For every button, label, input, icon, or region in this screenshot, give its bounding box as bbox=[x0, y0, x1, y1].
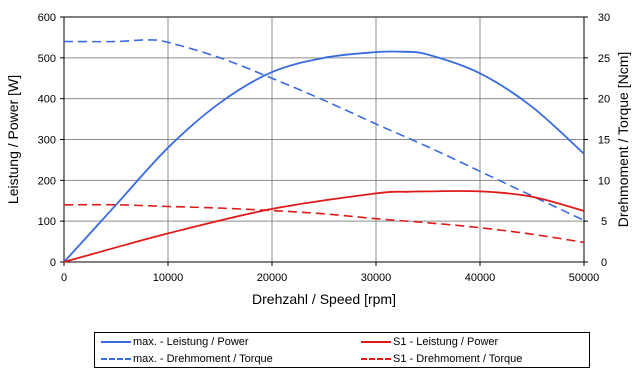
y-tick-label: 200 bbox=[38, 175, 56, 187]
x-tick-label: 40000 bbox=[465, 272, 496, 284]
y2-tick-label: 25 bbox=[598, 53, 610, 65]
y2-tick-label: 30 bbox=[598, 12, 610, 24]
y2-tick-label: 0 bbox=[601, 257, 607, 269]
y2-axis-label: Drehmoment / Torque [Ncm] bbox=[615, 52, 631, 228]
y2-tick-label: 20 bbox=[598, 94, 610, 106]
x-tick-label: 10000 bbox=[153, 272, 184, 284]
x-tick-label: 20000 bbox=[257, 272, 288, 284]
y2-tick-label: 10 bbox=[598, 175, 610, 187]
legend-label: max. - Drehmoment / Torque bbox=[133, 353, 273, 365]
x-tick-label: 50000 bbox=[569, 272, 600, 284]
x-tick-label: 30000 bbox=[361, 272, 392, 284]
chart: 0 10000 20000 30000 40000 5000001002003004005… bbox=[5, 12, 631, 307]
y-tick-label: 500 bbox=[38, 53, 56, 65]
legend-swatch bbox=[361, 358, 391, 360]
series-line-2 bbox=[63, 39, 585, 222]
x-axis-label: Drehzahl / Speed [rpm] bbox=[252, 291, 396, 307]
series-line-3 bbox=[63, 190, 585, 263]
legend-label: max. - Leistung / Power bbox=[133, 336, 249, 348]
legend-label: S1 - Drehmoment / Torque bbox=[393, 353, 523, 365]
x-tick-label: 0 bbox=[61, 272, 67, 284]
legend: max. - Leistung / Power max. - Drehmomen… bbox=[94, 332, 590, 368]
y-tick-label: 100 bbox=[38, 216, 56, 228]
legend-item: S1 - Leistung / Power bbox=[361, 334, 498, 350]
legend-item: max. - Drehmoment / Torque bbox=[101, 351, 273, 367]
y-tick-label: 300 bbox=[38, 135, 56, 147]
series-line-4 bbox=[63, 203, 585, 244]
legend-item: max. - Leistung / Power bbox=[101, 334, 249, 350]
y-tick-label: 600 bbox=[38, 12, 56, 24]
y2-tick-label: 5 bbox=[601, 216, 607, 228]
legend-item: S1 - Drehmoment / Torque bbox=[361, 351, 522, 367]
series-line-1 bbox=[63, 50, 585, 263]
legend-swatch bbox=[101, 341, 131, 343]
legend-label: S1 - Leistung / Power bbox=[393, 336, 499, 348]
y-tick-label: 400 bbox=[38, 94, 56, 106]
y-tick-label: 0 bbox=[50, 257, 56, 269]
legend-swatch bbox=[361, 341, 391, 343]
y-axis-label: Leistung / Power [W] bbox=[5, 75, 21, 204]
y2-tick-label: 15 bbox=[598, 135, 610, 147]
legend-swatch bbox=[101, 358, 131, 360]
